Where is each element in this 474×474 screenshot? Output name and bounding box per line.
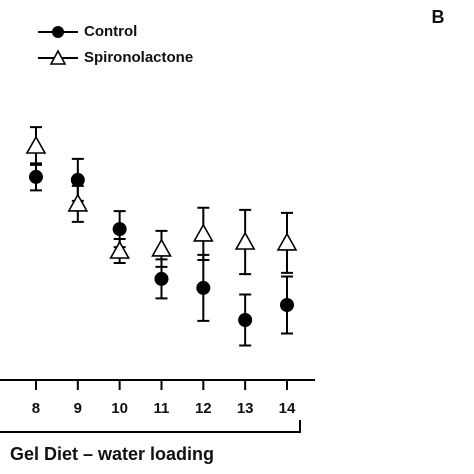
marker [192, 223, 214, 242]
x-tick-label: 9 [74, 400, 82, 417]
bracket [0, 420, 301, 433]
marker [25, 135, 47, 154]
marker [151, 238, 172, 257]
marker [112, 222, 127, 237]
legend-label: Control [84, 23, 137, 40]
marker [276, 232, 298, 251]
panel-label: B [432, 7, 445, 27]
x-axis-label: Gel Diet – water loading [10, 444, 214, 464]
marker [28, 169, 43, 184]
legend-marker [49, 49, 67, 65]
marker [67, 193, 89, 212]
marker [196, 280, 211, 295]
marker [238, 313, 253, 327]
marker [154, 271, 169, 286]
marker [109, 240, 131, 259]
x-tick-label: 11 [154, 400, 170, 417]
marker [279, 298, 294, 312]
legend-marker [52, 26, 64, 38]
x-tick-label: 14 [279, 400, 296, 417]
marker [234, 231, 256, 250]
x-tick-label: 8 [32, 400, 40, 417]
x-tick-label: 12 [195, 400, 212, 417]
x-tick-label: 13 [237, 400, 254, 417]
marker [70, 172, 85, 187]
legend-label: Spironolactone [84, 49, 193, 66]
x-tick-label: 10 [111, 400, 128, 417]
